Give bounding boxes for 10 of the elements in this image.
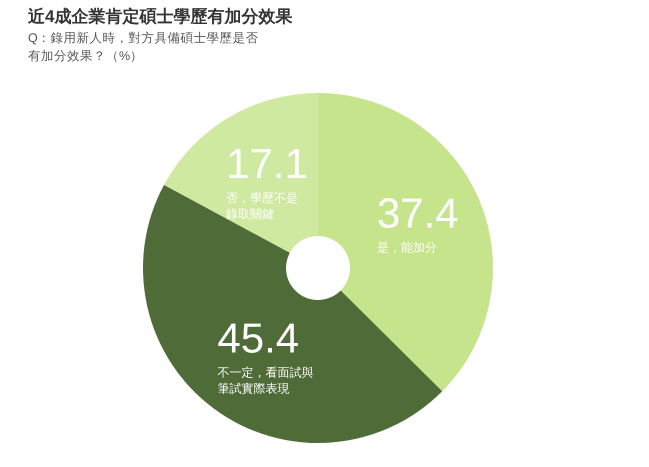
data-label: 37.4 [376, 190, 459, 237]
chart-subtitle: Q：錄用新人時，對方具備碩士學歷是否有加分效果？（%） [28, 30, 259, 63]
data-label: 45.4 [217, 314, 300, 362]
slice-label: 是，能加分 [376, 240, 437, 255]
slice-label: 否，學歷不是錄取關鍵 [226, 190, 298, 221]
slice-label: 不一定，看面試與筆試實際表現 [217, 365, 314, 396]
data-label: 17.1 [226, 140, 308, 187]
donut-slice [164, 93, 318, 253]
chart-title: 近4成企業肯定碩士學歷有加分效果 [27, 7, 294, 26]
donut-slice [318, 93, 493, 392]
